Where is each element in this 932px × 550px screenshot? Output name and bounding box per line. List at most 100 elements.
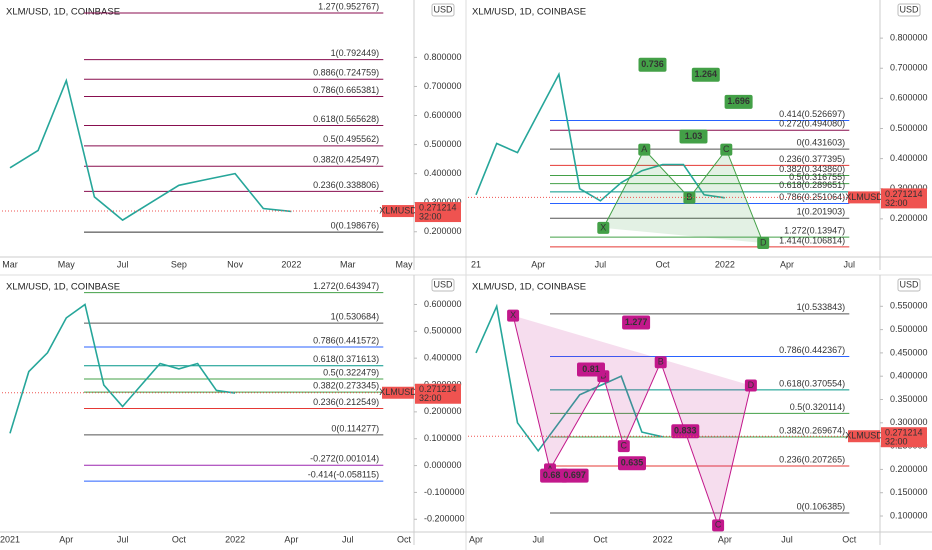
y-tick-label: 0.500000 xyxy=(890,123,928,133)
fib-label: 0.5(0.322479) xyxy=(323,367,379,377)
pattern-point-box xyxy=(683,191,696,204)
fib-label: 0.236(0.207265) xyxy=(779,454,845,464)
fib-label: 0(0.198676) xyxy=(331,221,380,231)
pattern-point-label: C xyxy=(723,144,730,154)
y-tick-label: 0.200000 xyxy=(890,464,928,474)
y-tick-label: 0.450000 xyxy=(890,347,928,357)
y-tick-label: 0.800000 xyxy=(424,52,462,62)
fib-label: 1.272(0.13947) xyxy=(784,225,845,235)
pattern-point-label: B xyxy=(658,357,664,367)
symbol-tag xyxy=(848,430,880,443)
fib-label: 0.786(0.665381) xyxy=(313,85,379,95)
x-tick-label: Mar xyxy=(340,259,356,269)
x-tick-label: 21 xyxy=(471,259,481,269)
y-tick-label: 0.350000 xyxy=(890,394,928,404)
countdown-label: 32:00 xyxy=(885,198,908,208)
pattern-point-box xyxy=(638,143,651,156)
y-tick-label: 0.200000 xyxy=(424,226,462,236)
currency: USD xyxy=(899,279,919,289)
ratio-label: 0.683 xyxy=(543,470,566,480)
pattern-point-label: C xyxy=(715,520,722,530)
fib-label: 0.618(0.289651) xyxy=(779,180,845,190)
fib-label: 1.272(0.643947) xyxy=(313,281,379,291)
fib-label: 1(0.201903) xyxy=(797,207,846,217)
y-tick-label: -0.100000 xyxy=(424,487,465,497)
x-tick-label: Mar xyxy=(2,259,18,269)
x-tick-label: Apr xyxy=(284,534,298,544)
chart-title: XLM/USD, 1D, COINBASE xyxy=(6,282,120,293)
y-tick-label: 0.800000 xyxy=(890,32,928,42)
ratio-box xyxy=(577,362,605,377)
ratio-label: 0.833 xyxy=(674,426,697,436)
y-tick-label: 0.000000 xyxy=(424,460,462,470)
y-tick-label: 0.100000 xyxy=(424,433,462,443)
price-label: 0.271214 xyxy=(885,428,923,438)
currency: USD xyxy=(899,4,919,14)
fib-label: 0.5(0.320114) xyxy=(790,402,845,412)
price-line xyxy=(9,303,236,434)
fib-label: -0.414(-0.058115) xyxy=(308,470,379,480)
chart-title: XLM/USD, 1D, COINBASE xyxy=(472,7,586,18)
x-tick-label: 2022 xyxy=(281,259,301,269)
fib-label: 0.618(0.371613) xyxy=(313,354,379,364)
pattern-point-label: X xyxy=(600,222,606,232)
price-line xyxy=(475,71,725,202)
ratio-box xyxy=(622,315,651,330)
pattern-point-label: X xyxy=(510,310,516,320)
fib-label: 0.272(0.494080) xyxy=(779,119,845,129)
ratio-label: 0.697 xyxy=(563,470,586,480)
x-tick-label: 2022 xyxy=(653,534,673,544)
currency: USD xyxy=(433,279,453,289)
x-tick-label: Oct xyxy=(172,534,187,544)
price-line xyxy=(475,303,663,453)
pattern-point-box xyxy=(757,236,770,249)
y-tick-label: 0.300000 xyxy=(890,183,928,193)
fib-label: 0.414(0.526697) xyxy=(779,109,845,119)
fib-label: 0(0.431603) xyxy=(797,137,846,147)
symbol-label: XLMUSD xyxy=(379,387,417,397)
y-tick-label: 0.400000 xyxy=(424,168,462,178)
fib-label: 0.382(0.343860) xyxy=(779,164,845,174)
y-tick-label: 0.200000 xyxy=(424,406,462,416)
y-tick-label: 0.400000 xyxy=(890,153,928,163)
fib-label: 0.5(0.316755) xyxy=(789,172,845,182)
x-tick-label: Apr xyxy=(780,259,794,269)
fib-label: 0.382(0.269674) xyxy=(779,425,845,435)
ratio-label: 1.03 xyxy=(685,131,703,141)
ratio-label: 0.736 xyxy=(641,59,664,69)
symbol-tag xyxy=(382,205,414,218)
x-tick-label: Apr xyxy=(469,534,483,544)
fib-label: 0.382(0.425497) xyxy=(313,155,379,165)
ratio-box xyxy=(679,129,708,144)
y-tick-label: 0.500000 xyxy=(424,139,462,149)
symbol-tag xyxy=(382,386,414,399)
x-tick-label: 2021 xyxy=(0,534,20,544)
x-tick-label: May xyxy=(395,259,413,269)
y-tick-label: 0.600000 xyxy=(424,299,462,309)
pattern-point-label: C xyxy=(621,440,628,450)
ratio-box xyxy=(560,468,589,483)
countdown-label: 32:00 xyxy=(419,211,442,221)
price-label: 0.271214 xyxy=(885,189,923,199)
fib-label: 0.886(0.724759) xyxy=(313,68,379,78)
fib-label: 0.786(0.441572) xyxy=(313,335,379,345)
fib-label: 1(0.792449) xyxy=(331,48,380,58)
x-tick-label: Nov xyxy=(227,259,244,269)
x-tick-label: Jul xyxy=(342,534,354,544)
fib-label: 1.414(0.106814) xyxy=(779,235,845,245)
y-tick-label: 0.400000 xyxy=(890,371,928,381)
x-tick-label: Oct xyxy=(656,259,671,269)
y-tick-label: 0.400000 xyxy=(424,353,462,363)
fib-label: 0.382(0.273345) xyxy=(313,381,379,391)
pattern-point-box xyxy=(507,309,520,322)
x-tick-label: Jul xyxy=(532,534,544,544)
ratio-label: 1.264 xyxy=(695,69,718,79)
countdown-label: 32:00 xyxy=(419,393,442,403)
pattern-point-box xyxy=(712,519,725,532)
y-tick-label: -0.200000 xyxy=(424,514,465,524)
symbol-label: XLMUSD xyxy=(845,192,883,202)
pattern-point-label: D xyxy=(748,380,755,390)
x-tick-label: Oct xyxy=(842,534,857,544)
y-tick-label: 0.600000 xyxy=(424,110,462,120)
